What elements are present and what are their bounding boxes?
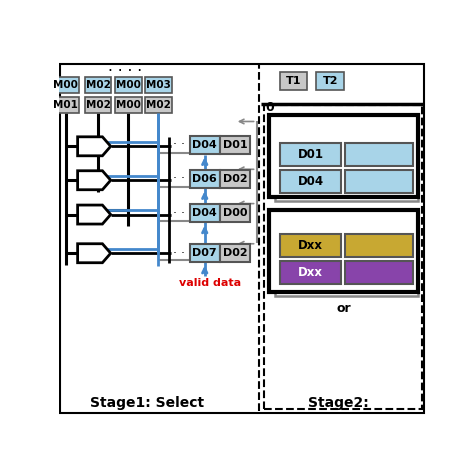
Text: M03: M03 bbox=[146, 80, 171, 90]
Text: M01: M01 bbox=[54, 100, 78, 110]
Bar bbox=[345, 170, 413, 192]
Bar bbox=[280, 72, 307, 90]
Bar bbox=[145, 97, 172, 113]
Bar bbox=[190, 136, 220, 154]
Text: Dxx: Dxx bbox=[298, 266, 323, 279]
Text: M00: M00 bbox=[116, 80, 141, 90]
Text: Dxx: Dxx bbox=[298, 239, 323, 252]
Text: · · · ·: · · · · bbox=[109, 64, 142, 79]
Text: M00: M00 bbox=[54, 80, 78, 90]
Text: Stage2:: Stage2: bbox=[308, 396, 369, 410]
Text: D04: D04 bbox=[298, 175, 324, 188]
Bar bbox=[345, 261, 413, 284]
Text: M02: M02 bbox=[86, 80, 110, 90]
Bar bbox=[220, 136, 250, 154]
Bar bbox=[269, 115, 418, 197]
Polygon shape bbox=[78, 205, 110, 224]
Text: or: or bbox=[337, 302, 351, 315]
Bar bbox=[220, 170, 250, 188]
Text: · ·: · · bbox=[173, 172, 185, 185]
Text: · ·: · · bbox=[173, 207, 185, 219]
Bar bbox=[269, 210, 418, 292]
Bar bbox=[53, 77, 79, 93]
Bar bbox=[281, 234, 341, 257]
Bar bbox=[190, 170, 220, 188]
Text: T1: T1 bbox=[286, 76, 301, 86]
Text: D01: D01 bbox=[298, 148, 324, 161]
Text: valid data: valid data bbox=[179, 278, 241, 288]
Text: M02: M02 bbox=[86, 100, 110, 110]
Bar bbox=[85, 97, 111, 113]
Text: M00: M00 bbox=[116, 100, 141, 110]
Bar bbox=[275, 218, 418, 296]
Text: D06: D06 bbox=[192, 174, 217, 184]
Bar bbox=[275, 123, 418, 201]
Bar bbox=[53, 97, 79, 113]
Bar bbox=[145, 77, 172, 93]
Bar bbox=[317, 72, 344, 90]
Text: D01: D01 bbox=[222, 140, 247, 150]
Bar bbox=[190, 245, 220, 262]
Text: D04: D04 bbox=[192, 140, 217, 150]
Text: D00: D00 bbox=[223, 208, 247, 218]
Bar bbox=[190, 204, 220, 222]
Bar bbox=[115, 97, 142, 113]
Text: · ·: · · bbox=[173, 247, 185, 260]
Text: Stage1: Select: Stage1: Select bbox=[91, 396, 204, 410]
Bar bbox=[345, 143, 413, 165]
Text: D04: D04 bbox=[192, 208, 217, 218]
Text: D02: D02 bbox=[222, 248, 247, 258]
Polygon shape bbox=[78, 137, 110, 156]
Polygon shape bbox=[78, 244, 110, 263]
Bar bbox=[85, 77, 111, 93]
Text: M02: M02 bbox=[146, 100, 171, 110]
Bar bbox=[220, 245, 250, 262]
Bar bbox=[345, 234, 413, 257]
Text: 0: 0 bbox=[266, 101, 274, 115]
Bar bbox=[115, 77, 142, 93]
Bar bbox=[281, 143, 341, 165]
Text: D02: D02 bbox=[222, 174, 247, 184]
Bar bbox=[281, 170, 341, 192]
Polygon shape bbox=[78, 171, 110, 190]
Text: T2: T2 bbox=[323, 76, 338, 86]
Text: D07: D07 bbox=[192, 248, 217, 258]
Bar bbox=[264, 105, 422, 409]
Text: · ·: · · bbox=[173, 138, 185, 151]
Bar bbox=[281, 261, 341, 284]
Bar bbox=[220, 204, 250, 222]
